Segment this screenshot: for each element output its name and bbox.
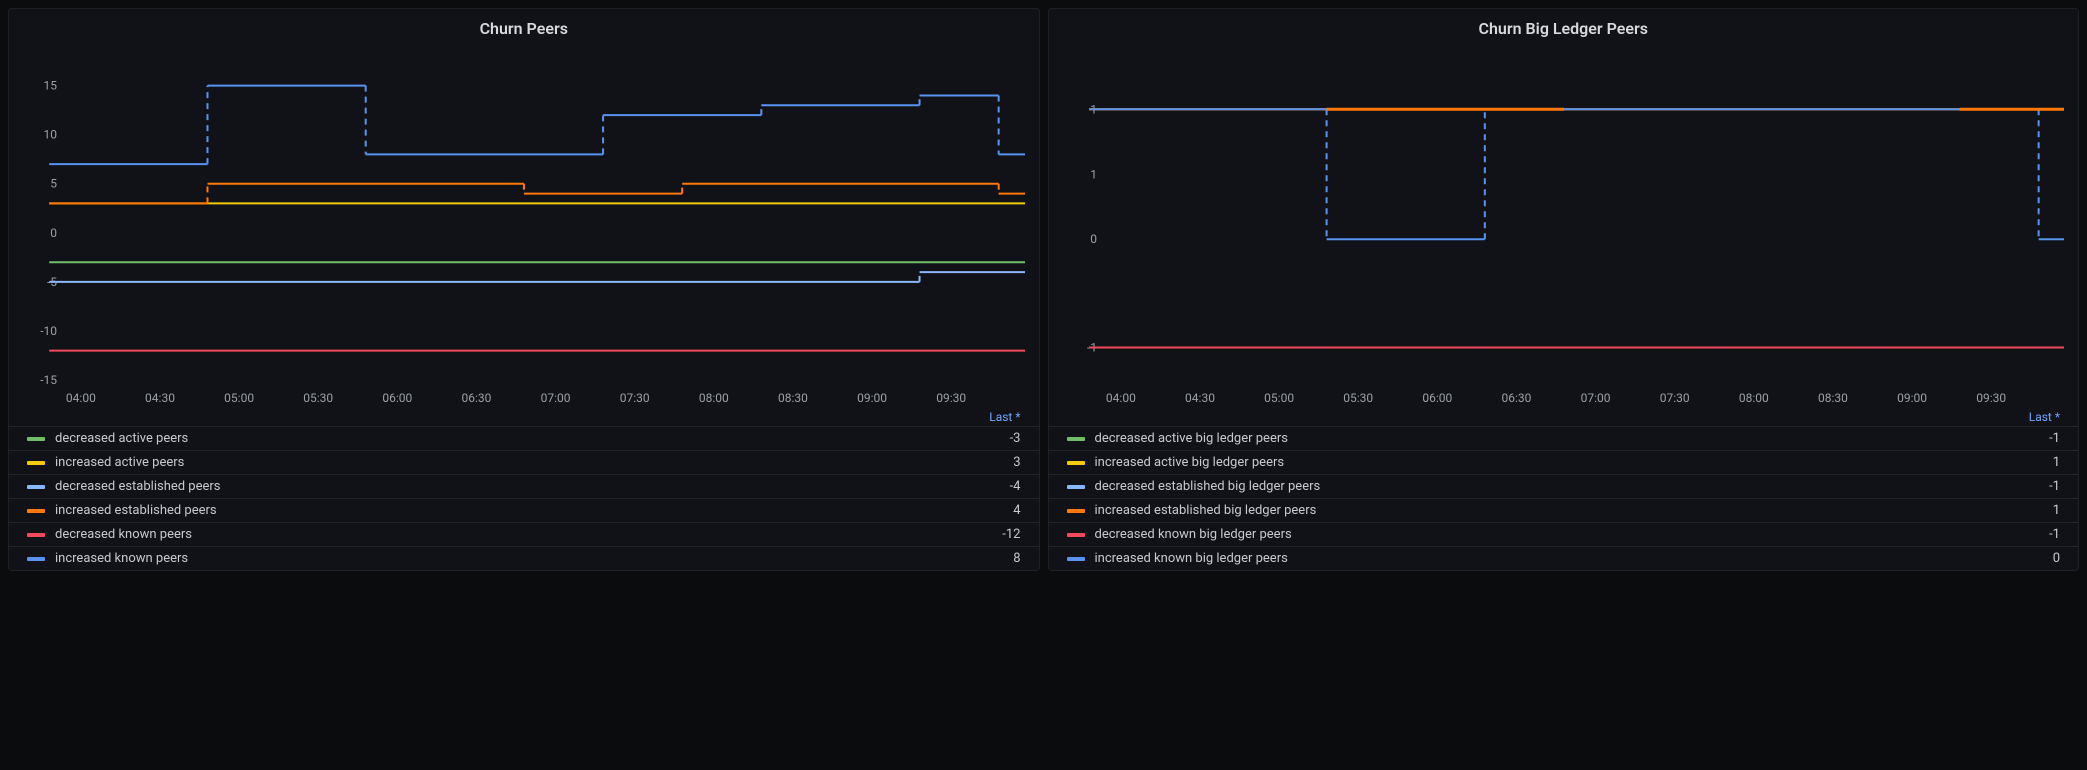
legend-item[interactable]: increased known peers8 (9, 546, 1039, 570)
legend-label: decreased active peers (55, 431, 1010, 446)
dashboard-row: Churn Peers -15-10-505101504:0004:3005:0… (0, 0, 2087, 579)
svg-text:06:00: 06:00 (1422, 391, 1452, 405)
panel-title: Churn Peers (9, 9, 1039, 44)
legend-header: Last * (9, 408, 1039, 426)
legend-label: decreased known big ledger peers (1095, 527, 2050, 542)
legend-value: 1 (2053, 455, 2060, 470)
chart-area[interactable]: -15-10-505101504:0004:3005:0005:3006:000… (23, 48, 1025, 408)
legend-sort[interactable]: Last * (2029, 410, 2060, 424)
svg-text:04:30: 04:30 (145, 391, 175, 405)
legend-value: -1 (2049, 431, 2060, 446)
legend-value: -1 (2049, 527, 2060, 542)
legend-value: -12 (1002, 527, 1020, 542)
legend-swatch (27, 557, 45, 561)
svg-text:0: 0 (1090, 232, 1097, 246)
legend-swatch (27, 437, 45, 441)
svg-text:09:00: 09:00 (857, 391, 887, 405)
svg-text:-15: -15 (40, 373, 57, 387)
svg-text:1: 1 (1090, 167, 1097, 181)
legend-value: 8 (1013, 551, 1020, 566)
legend-value: -4 (1010, 479, 1021, 494)
legend-item[interactable]: increased known big ledger peers0 (1049, 546, 2079, 570)
legend-swatch (27, 509, 45, 513)
svg-text:06:00: 06:00 (382, 391, 412, 405)
svg-text:04:30: 04:30 (1185, 391, 1215, 405)
svg-text:09:30: 09:30 (936, 391, 966, 405)
legend-value: 3 (1013, 455, 1020, 470)
legend-item[interactable]: increased active big ledger peers1 (1049, 450, 2079, 474)
legend-header: Last * (1049, 408, 2079, 426)
legend-sort[interactable]: Last * (989, 410, 1020, 424)
svg-text:-10: -10 (40, 324, 57, 338)
svg-text:15: 15 (44, 79, 58, 93)
svg-text:07:00: 07:00 (1580, 391, 1610, 405)
svg-text:08:30: 08:30 (1817, 391, 1847, 405)
panel-churn-peers: Churn Peers -15-10-505101504:0004:3005:0… (8, 8, 1040, 571)
svg-text:05:00: 05:00 (1264, 391, 1294, 405)
legend-item[interactable]: decreased known big ledger peers-1 (1049, 522, 2079, 546)
legend-label: increased known big ledger peers (1095, 551, 2053, 566)
svg-text:08:00: 08:00 (699, 391, 729, 405)
svg-text:08:00: 08:00 (1738, 391, 1768, 405)
svg-text:05:00: 05:00 (224, 391, 254, 405)
legend-item[interactable]: decreased established big ledger peers-1 (1049, 474, 2079, 498)
legend-item[interactable]: decreased active big ledger peers-1 (1049, 426, 2079, 450)
legend-item[interactable]: decreased known peers-12 (9, 522, 1039, 546)
svg-text:07:30: 07:30 (620, 391, 650, 405)
legend-item[interactable]: increased established peers4 (9, 498, 1039, 522)
legend-swatch (1067, 533, 1085, 537)
svg-text:05:30: 05:30 (303, 391, 333, 405)
panel-title: Churn Big Ledger Peers (1049, 9, 2079, 44)
legend-swatch (27, 461, 45, 465)
svg-text:09:00: 09:00 (1897, 391, 1927, 405)
legend-value: 0 (2053, 551, 2060, 566)
legend-label: increased active peers (55, 455, 1013, 470)
svg-text:04:00: 04:00 (1105, 391, 1135, 405)
legend-swatch (1067, 509, 1085, 513)
legend-value: -1 (2049, 479, 2060, 494)
legend: decreased active peers-3increased active… (9, 426, 1039, 570)
legend-label: increased active big ledger peers (1095, 455, 2053, 470)
legend-value: 4 (1013, 503, 1020, 518)
svg-text:10: 10 (44, 128, 58, 142)
legend-label: increased established big ledger peers (1095, 503, 2053, 518)
legend-item[interactable]: decreased established peers-4 (9, 474, 1039, 498)
svg-text:06:30: 06:30 (462, 391, 492, 405)
svg-text:08:30: 08:30 (778, 391, 808, 405)
legend-swatch (27, 485, 45, 489)
svg-text:07:00: 07:00 (541, 391, 571, 405)
legend-item[interactable]: increased active peers3 (9, 450, 1039, 474)
chart-area[interactable]: -101104:0004:3005:0005:3006:0006:3007:00… (1063, 48, 2065, 408)
svg-text:07:30: 07:30 (1659, 391, 1689, 405)
legend-item[interactable]: increased established big ledger peers1 (1049, 498, 2079, 522)
legend-label: decreased known peers (55, 527, 1002, 542)
svg-text:5: 5 (50, 177, 57, 191)
legend-value: 1 (2053, 503, 2060, 518)
legend-swatch (27, 533, 45, 537)
legend-label: increased established peers (55, 503, 1013, 518)
legend-value: -3 (1010, 431, 1021, 446)
svg-text:04:00: 04:00 (66, 391, 96, 405)
legend-swatch (1067, 437, 1085, 441)
legend-label: decreased established peers (55, 479, 1010, 494)
svg-text:06:30: 06:30 (1501, 391, 1531, 405)
legend-label: decreased established big ledger peers (1095, 479, 2050, 494)
legend-label: increased known peers (55, 551, 1013, 566)
panel-churn-big-ledger-peers: Churn Big Ledger Peers -1 0 1 1 04:00 04:30 05… (1048, 8, 2080, 571)
legend-label: decreased active big ledger peers (1095, 431, 2050, 446)
legend: decreased active big ledger peers-1incre… (1049, 426, 2079, 570)
legend-swatch (1067, 557, 1085, 561)
svg-text:09:30: 09:30 (1976, 391, 2006, 405)
svg-text:0: 0 (50, 226, 57, 240)
legend-swatch (1067, 485, 1085, 489)
legend-item[interactable]: decreased active peers-3 (9, 426, 1039, 450)
legend-swatch (1067, 461, 1085, 465)
svg-text:05:30: 05:30 (1343, 391, 1373, 405)
